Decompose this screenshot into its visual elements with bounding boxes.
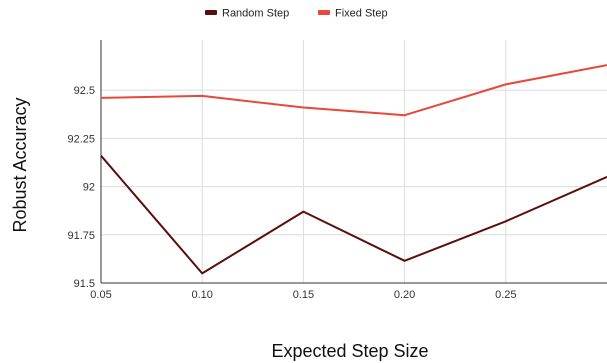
x-tick-label: 0.10	[191, 289, 212, 301]
y-tick-label: 91.5	[74, 278, 95, 290]
series-lines	[100, 64, 607, 275]
x-tick-label: 0.05	[90, 289, 111, 301]
y-tick-label: 91.75	[67, 230, 95, 242]
x-tick-label: 0.20	[394, 289, 415, 301]
series-line-random-step	[100, 155, 607, 275]
axes	[100, 40, 607, 284]
series-line-fixed-step	[100, 64, 607, 117]
x-axis-title: Expected Step Size	[271, 341, 428, 361]
legend-swatch-random-step	[205, 10, 217, 15]
y-tick-label: 92	[83, 182, 95, 194]
x-tick-label: 0.25	[495, 289, 516, 301]
y-tick-label: 92.25	[67, 133, 95, 145]
y-axis-title: Robust Accuracy	[10, 97, 30, 232]
legend-swatch-fixed-step	[318, 10, 330, 15]
legend: Random Step Fixed Step	[205, 8, 388, 20]
legend-label-random-step: Random Step	[222, 8, 289, 20]
legend-label-fixed-step: Fixed Step	[335, 8, 388, 20]
x-tick-labels: 0.05 0.10 0.15 0.20 0.25	[90, 289, 516, 301]
y-tick-labels: 91.5 91.75 92 92.25 92.5	[67, 85, 95, 290]
y-tick-label: 92.5	[74, 85, 95, 97]
grid	[101, 40, 607, 283]
x-tick-label: 0.15	[293, 289, 314, 301]
